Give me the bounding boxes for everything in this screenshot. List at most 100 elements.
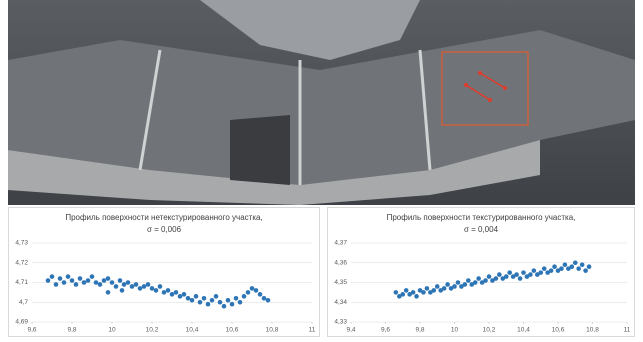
y-tick-label: 4,69 [15, 319, 28, 326]
point [185, 296, 191, 301]
point [57, 276, 63, 281]
chart: Профиль поверхности нетекстурированного … [8, 207, 320, 337]
point [434, 284, 440, 289]
point [548, 268, 554, 273]
point [572, 260, 578, 266]
point [507, 270, 512, 275]
point [476, 276, 481, 281]
point [209, 297, 215, 303]
x-tick-label: 9,8 [67, 327, 76, 334]
point [109, 280, 115, 285]
y-tick-label: 4,35 [334, 279, 347, 286]
point [161, 290, 167, 295]
point [407, 292, 412, 297]
point [410, 290, 416, 295]
point [213, 294, 219, 299]
point [45, 278, 51, 283]
point [125, 280, 131, 285]
point [559, 266, 564, 271]
point [400, 292, 406, 297]
point [490, 278, 495, 283]
point [173, 290, 179, 295]
entrance [230, 115, 290, 185]
point [193, 294, 199, 299]
point [129, 284, 135, 289]
point [552, 264, 557, 270]
point [500, 276, 506, 281]
x-tick-label: 9,4 [346, 327, 355, 334]
rib [418, 49, 432, 171]
chart-title: Профиль поверхности текстурированного уч… [387, 213, 576, 222]
point [531, 268, 537, 273]
point [145, 282, 151, 287]
point [119, 288, 125, 293]
x-tick-label: 10,8 [266, 327, 279, 334]
selection-box [441, 51, 529, 126]
point [81, 280, 87, 285]
chart-title: Профиль поверхности нетекстурированного … [65, 213, 262, 222]
y-tick-label: 4,36 [334, 259, 347, 266]
point [229, 301, 235, 307]
x-tick-label: 9,6 [27, 327, 36, 334]
point [576, 266, 581, 271]
point [555, 268, 561, 273]
rib [138, 49, 162, 171]
x-tick-label: 10,2 [483, 327, 496, 334]
x-tick-label: 11 [309, 327, 316, 334]
x-tick-label: 10,4 [186, 327, 199, 334]
point [153, 288, 159, 293]
profile-point [488, 98, 492, 102]
point [514, 272, 519, 277]
point [569, 264, 575, 270]
point [253, 288, 259, 293]
y-tick-label: 4,33 [334, 319, 347, 326]
point [417, 288, 423, 293]
point [261, 296, 267, 301]
point [97, 282, 103, 287]
x-tick-label: 10,2 [146, 327, 159, 334]
profile-point [503, 86, 507, 90]
point [579, 262, 585, 268]
x-tick-label: 10,6 [552, 327, 565, 334]
point [469, 282, 475, 287]
point [149, 286, 155, 291]
point [521, 270, 526, 275]
point [479, 280, 485, 285]
point [397, 294, 402, 299]
point [105, 290, 111, 295]
point [455, 280, 461, 285]
point [89, 274, 95, 279]
point [493, 276, 499, 281]
point [137, 286, 143, 291]
point [510, 274, 516, 279]
point [503, 274, 509, 279]
point [528, 272, 533, 277]
photo [8, 0, 635, 205]
x-tick-label: 11 [624, 327, 631, 334]
point [105, 276, 111, 281]
point [257, 292, 263, 297]
point [497, 272, 502, 277]
point [237, 299, 243, 305]
point [69, 278, 75, 283]
point [424, 286, 430, 291]
point [121, 282, 127, 287]
point [85, 278, 91, 283]
point [65, 274, 71, 279]
point [233, 296, 239, 301]
point [414, 294, 419, 299]
point [141, 284, 147, 289]
point [157, 284, 163, 289]
point [428, 290, 433, 295]
point [441, 286, 447, 291]
point [93, 280, 99, 285]
point [538, 270, 544, 275]
dome [200, 0, 420, 60]
point [189, 297, 195, 303]
point [466, 278, 471, 283]
profile-point [478, 71, 482, 75]
point [438, 288, 444, 293]
point [403, 288, 409, 293]
point [61, 280, 67, 285]
